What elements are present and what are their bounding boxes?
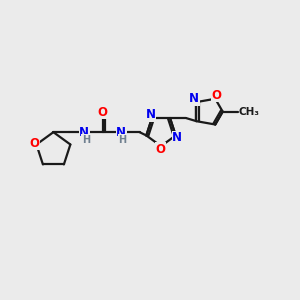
Text: O: O — [29, 136, 39, 149]
Text: N: N — [116, 126, 126, 139]
Text: CH₃: CH₃ — [238, 106, 259, 117]
Text: N: N — [172, 131, 182, 144]
Text: O: O — [155, 142, 165, 156]
Text: N: N — [146, 108, 155, 121]
Text: H: H — [118, 135, 127, 145]
Text: N: N — [189, 92, 199, 105]
Text: N: N — [79, 126, 89, 139]
Text: H: H — [82, 135, 90, 145]
Text: O: O — [98, 106, 108, 119]
Text: O: O — [212, 89, 222, 102]
